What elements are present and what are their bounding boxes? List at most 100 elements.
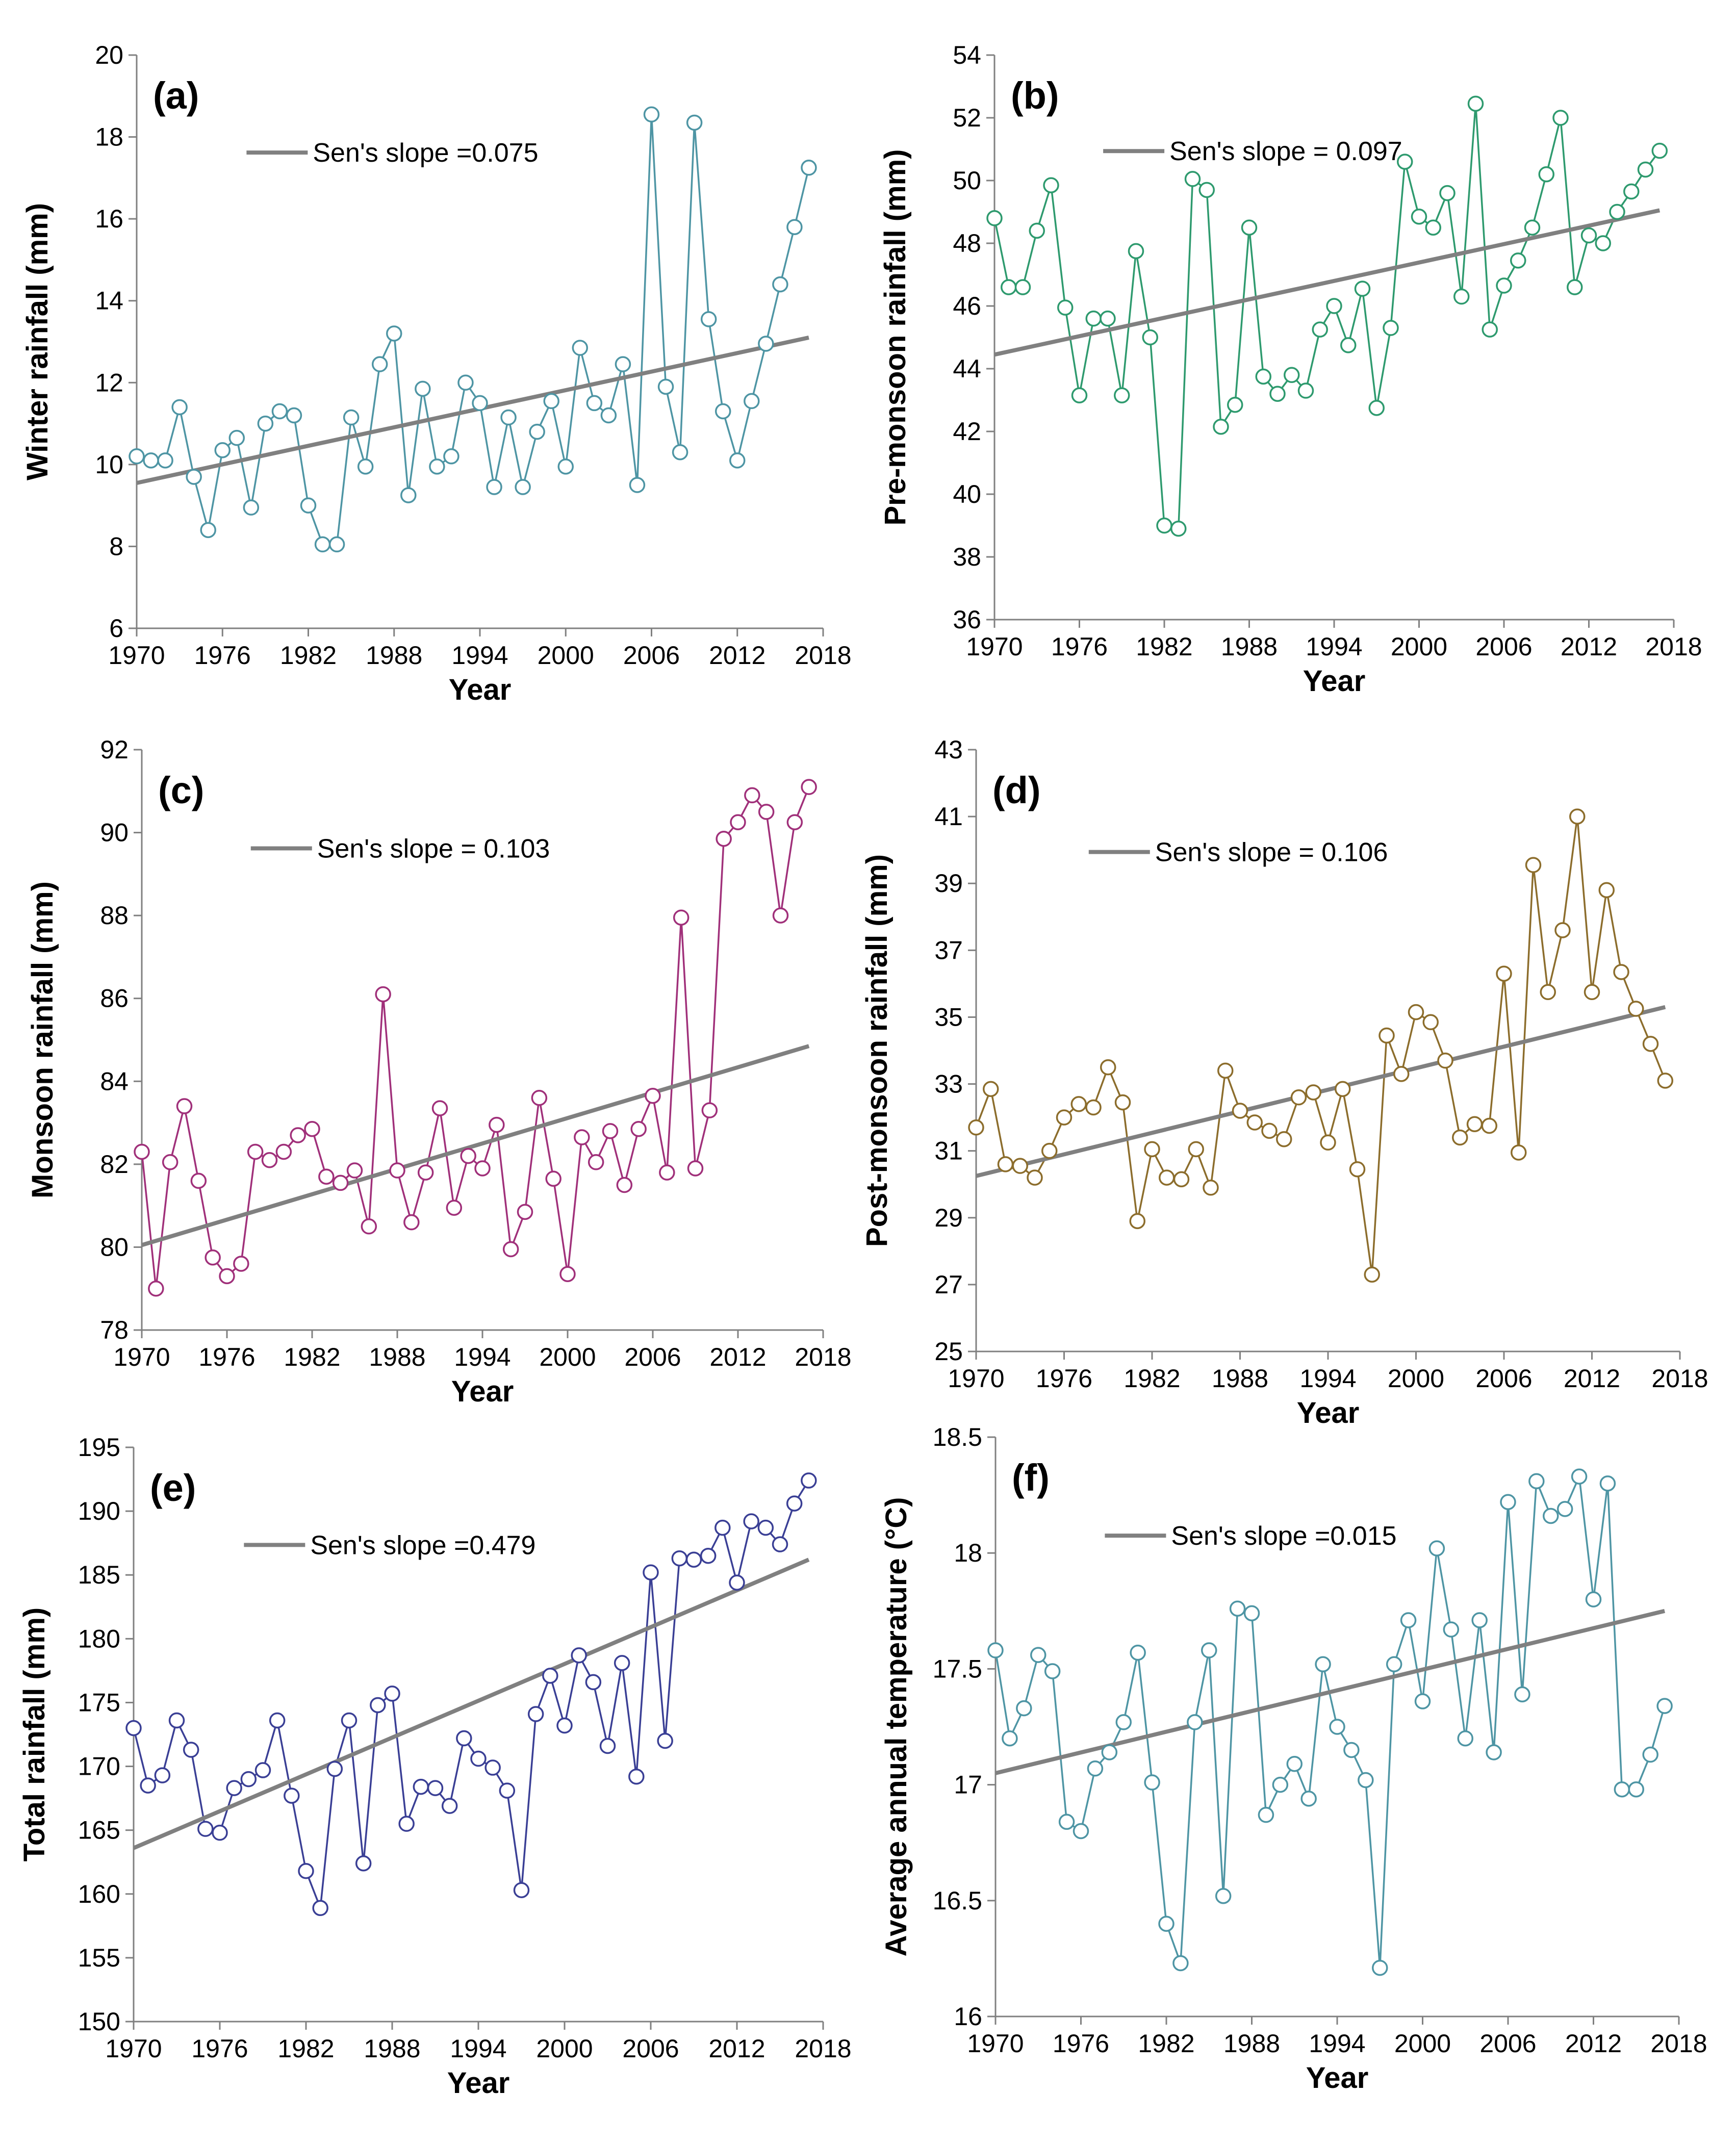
data-point [474,1160,491,1177]
data-point [1453,288,1470,305]
data-point [134,1143,150,1160]
data-point [1170,520,1187,537]
data-point [1439,185,1456,201]
y-tick-label: 54 [953,41,981,69]
data-point [484,1759,501,1776]
data-point [729,1574,745,1591]
data-point [574,1129,590,1145]
x-tick-label: 1982 [1136,632,1192,661]
data-point [1128,243,1144,260]
data-point [427,1780,444,1796]
data-point [545,1170,561,1187]
data-point [318,1168,335,1185]
data-point [657,1732,673,1749]
data-point [1411,208,1427,225]
data-point [585,1674,602,1691]
data-point [355,1855,372,1872]
x-tick-label: 1970 [948,1364,1004,1393]
data-point [630,1121,647,1137]
data-point [398,1816,415,1832]
data-point [1437,1052,1453,1069]
data-point [1100,1059,1116,1076]
data-point [529,423,545,440]
data-point [431,1100,448,1116]
data-point [1144,1141,1160,1158]
data-point [1642,1746,1658,1763]
y-tick-label: 38 [953,543,981,571]
data-point [1261,1122,1278,1139]
data-point [600,407,617,424]
data-point [1482,321,1498,338]
data-point [284,1788,300,1804]
data-point [1070,1096,1087,1112]
data-point [257,415,274,432]
data-point [1340,337,1357,353]
data-point [1428,1540,1445,1556]
data-point [1571,1468,1588,1485]
x-tick-label: 1994 [1299,1364,1356,1393]
data-point [341,1712,358,1729]
data-point [186,469,202,485]
data-point [247,1143,264,1160]
data-point [1354,280,1371,297]
x-tick-label: 2018 [795,641,851,670]
y-axis-label: Winter rainfall (mm) [21,203,54,480]
x-tick-label: 1976 [1036,1364,1092,1393]
data-point [205,1249,221,1266]
x-tick-label: 2018 [1650,2029,1707,2058]
x-tick-label: 1982 [1138,2029,1194,2058]
sens-slope-trend-line [995,1608,1666,1775]
y-tick-label: 195 [78,1433,120,1462]
data-point [1201,1642,1217,1658]
data-point [1364,1266,1380,1283]
x-tick-label: 1994 [1309,2029,1365,2058]
data-point [314,536,331,553]
data-point [543,393,559,410]
y-tick-label: 16.5 [933,1886,982,1915]
data-point [343,409,360,426]
data-point [643,106,660,123]
data-point [1315,1656,1331,1673]
data-point [212,1824,228,1841]
data-point [312,1900,328,1917]
data-point [1001,279,1017,295]
x-axis-label: Year [451,1375,514,1408]
x-tick-label: 2018 [1651,1364,1708,1393]
data-point [588,1154,604,1170]
data-point [1585,1591,1602,1607]
legend-label: Sen's slope = 0.106 [1155,838,1388,867]
y-tick-label: 150 [78,2007,120,2036]
y-tick-label: 27 [934,1270,963,1299]
sens-slope-trend-line [136,336,809,485]
x-tick-label: 1988 [1212,1364,1268,1393]
series-line [975,816,1666,1275]
y-tick-label: 90 [100,819,129,847]
x-axis-label: Year [1306,2061,1369,2095]
data-point [1114,1094,1131,1111]
data-point [1012,1158,1028,1174]
data-point [489,1116,505,1133]
data-point [143,452,159,469]
data-point [1598,882,1615,899]
x-tick-label: 1976 [194,641,251,670]
sens-slope-trend-line [994,208,1661,357]
data-point [1378,1027,1395,1044]
data-point [456,1730,472,1747]
y-tick-label: 14 [95,287,123,315]
x-tick-label: 1982 [284,1343,340,1371]
data-point [1232,1103,1248,1119]
x-tick-label: 1970 [108,641,165,670]
data-point [1087,1760,1104,1777]
data-point [1073,1823,1089,1840]
data-point [1651,142,1668,159]
data-point [183,1742,199,1758]
data-point [701,1102,718,1118]
data-point [1056,1109,1073,1126]
data-point [375,986,391,1003]
data-point [304,1121,320,1137]
data-point [1552,110,1569,126]
data-point [571,1647,587,1664]
data-point [286,407,302,424]
y-axis-label: Post-monsoon rainfall (mm) [860,854,893,1247]
data-point [586,395,603,412]
